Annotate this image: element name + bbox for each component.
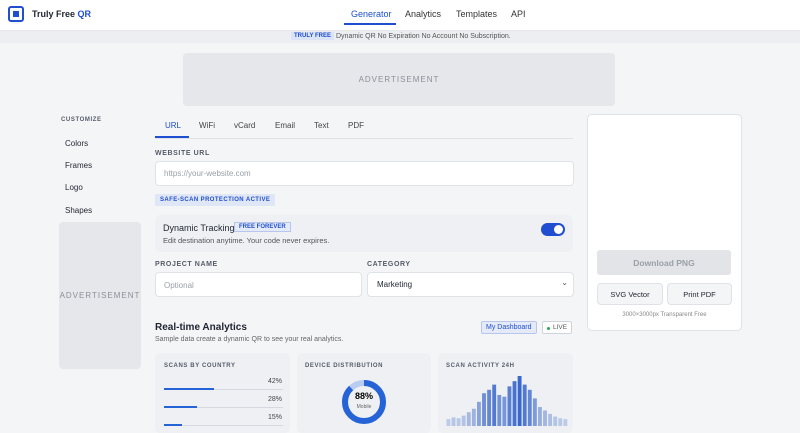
activity-bar xyxy=(527,389,532,426)
section-subtitle: Sample data create a dynamic QR to see y… xyxy=(155,336,344,343)
activity-bar xyxy=(487,389,492,426)
nav-link[interactable]: Analytics xyxy=(405,9,442,19)
placeholder: Optional xyxy=(164,281,194,290)
tab[interactable]: vCard xyxy=(234,121,256,130)
activity-bar xyxy=(461,415,466,426)
tab[interactable]: WiFi xyxy=(199,121,215,130)
tracking-box xyxy=(155,215,573,252)
activity-bar xyxy=(482,393,486,426)
banner-text: Dynamic QR No Expiration No Account No S… xyxy=(336,33,511,40)
activity-bar xyxy=(522,384,527,426)
nav-underline xyxy=(344,23,396,25)
field-label: CATEGORY xyxy=(367,261,411,268)
dashboard-button[interactable]: My Dashboard xyxy=(481,321,537,334)
activity-bar xyxy=(446,419,451,426)
bar xyxy=(164,424,182,426)
pdf-button[interactable]: Print PDF xyxy=(667,283,732,305)
download-button[interactable]: Download PNG xyxy=(597,250,731,275)
sidebar-item[interactable]: Shapes xyxy=(65,206,93,215)
activity-bar xyxy=(451,417,456,426)
project-input[interactable]: Optional xyxy=(155,272,362,297)
bar-track xyxy=(164,407,283,408)
banner-badge: TRULY FREE xyxy=(291,32,335,40)
tracking-desc: Edit destination anytime. Your code neve… xyxy=(163,236,330,245)
activity-bar xyxy=(492,384,497,426)
activity-bar xyxy=(538,407,542,426)
donut-label: 88% xyxy=(355,391,373,401)
tab[interactable]: Email xyxy=(275,121,296,130)
url-input[interactable]: https://your-website.com xyxy=(155,161,574,186)
activity-bar xyxy=(543,410,547,426)
card-title: SCANS BY COUNTRY xyxy=(164,363,236,369)
tab[interactable]: Text xyxy=(314,121,329,130)
activity-bar xyxy=(507,386,512,426)
country-card xyxy=(155,353,290,433)
activity-chart xyxy=(446,376,568,426)
activity-bar xyxy=(517,376,522,426)
live-badge: LIVE xyxy=(542,321,573,334)
logo[interactable]: Truly Free QR xyxy=(32,9,91,19)
select-value: Marketing xyxy=(377,280,413,289)
header xyxy=(0,0,800,31)
activity-bar xyxy=(471,408,476,426)
activity-bar xyxy=(497,394,502,426)
nav-link[interactable]: Generator xyxy=(351,9,392,19)
tab-underline xyxy=(155,136,189,138)
row-label: 28% xyxy=(267,396,282,403)
logo-text: Truly Free xyxy=(32,9,76,19)
activity-bar xyxy=(512,381,517,426)
activity-bar xyxy=(456,418,461,426)
sidebar-item[interactable]: Colors xyxy=(65,139,89,148)
category-select[interactable]: Marketing ⌄ xyxy=(367,272,574,297)
card-title: DEVICE DISTRIBUTION xyxy=(305,363,384,369)
donut-caption: Mobile xyxy=(357,404,372,410)
tab-divider xyxy=(155,138,573,139)
field-label: PROJECT NAME xyxy=(155,261,218,268)
activity-bar xyxy=(563,419,568,426)
advertisement: ADVERTISEMENT xyxy=(59,222,141,369)
placeholder: https://your-website.com xyxy=(164,169,251,178)
logo-icon[interactable] xyxy=(8,6,24,22)
section-title: Real-time Analytics xyxy=(155,322,247,333)
toggle[interactable] xyxy=(541,223,565,236)
row-label: 42% xyxy=(267,378,282,385)
field-label: WEBSITE URL xyxy=(155,150,210,157)
sidebar-heading: CUSTOMIZE xyxy=(61,117,102,123)
donut-arc xyxy=(342,380,386,424)
panel-caption: 3000×3000px Transparent Free xyxy=(622,312,707,318)
bar-track xyxy=(164,389,283,390)
bar xyxy=(164,388,214,390)
tracking-badge: FREE FOREVER xyxy=(234,222,291,232)
sidebar-item[interactable]: Logo xyxy=(65,183,83,192)
activity-bar xyxy=(548,413,553,426)
safe-badge: SAFE-SCAN PROTECTION ACTIVE xyxy=(155,194,276,206)
tab[interactable]: PDF xyxy=(348,121,364,130)
bar-track xyxy=(164,425,283,426)
activity-bar xyxy=(502,396,507,426)
activity-bar xyxy=(477,401,481,426)
donut: 88% Mobile xyxy=(342,380,386,424)
activity-bar xyxy=(532,398,537,426)
activity-bar xyxy=(558,418,563,426)
live-text: LIVE xyxy=(553,324,568,331)
svg-button[interactable]: SVG Vector xyxy=(597,283,663,305)
nav-link[interactable]: Templates xyxy=(456,9,498,19)
banner xyxy=(0,31,800,43)
nav-link[interactable]: API xyxy=(511,9,526,19)
card-title: SCAN ACTIVITY 24H xyxy=(446,363,515,369)
tracking-title: Dynamic Tracking xyxy=(163,223,235,233)
tab[interactable]: URL xyxy=(165,121,182,130)
advertisement: ADVERTISEMENT xyxy=(183,53,615,106)
bar xyxy=(164,406,198,408)
activity-bar xyxy=(553,416,558,426)
sidebar-item[interactable]: Frames xyxy=(65,161,93,170)
logo-accent: QR xyxy=(77,9,92,19)
row-label: 15% xyxy=(267,414,282,421)
activity-bar xyxy=(466,412,471,426)
